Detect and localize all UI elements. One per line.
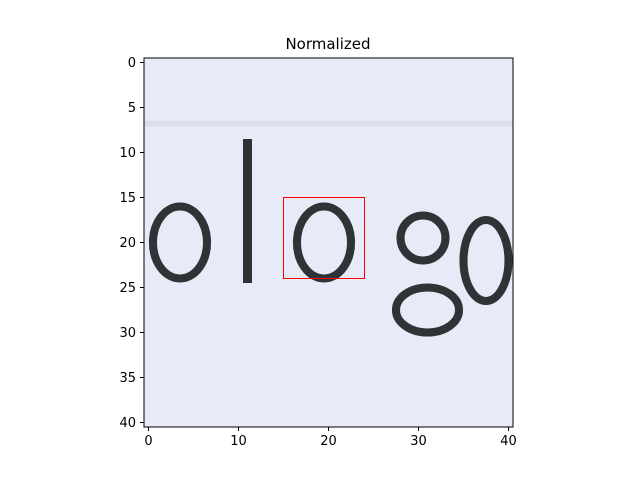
x-tick-label: 30 [410, 434, 427, 449]
paper-rule-line [144, 121, 513, 126]
y-tick-label: 40 [119, 416, 136, 431]
y-tick-label: 30 [119, 326, 136, 341]
image-pixels [144, 58, 513, 427]
x-tick-label: 10 [230, 434, 247, 449]
y-tick-label: 35 [119, 371, 136, 386]
chart-title: Normalized [285, 35, 370, 53]
y-tick-label: 15 [119, 191, 136, 206]
y-tick-label: 20 [119, 236, 136, 251]
x-tick-label: 40 [500, 434, 517, 449]
x-tick-label: 20 [320, 434, 337, 449]
y-tick-label: 0 [128, 56, 136, 71]
y-tick-label: 5 [128, 101, 136, 116]
x-tick-label: 0 [144, 434, 152, 449]
image-background [144, 58, 513, 427]
y-axis: 0 5 10 15 20 25 30 35 40 [119, 56, 144, 431]
y-tick-label: 25 [119, 281, 136, 296]
letter-l [243, 139, 252, 283]
x-axis: 0 10 20 30 40 [144, 427, 516, 449]
y-tick-label: 10 [119, 146, 136, 161]
